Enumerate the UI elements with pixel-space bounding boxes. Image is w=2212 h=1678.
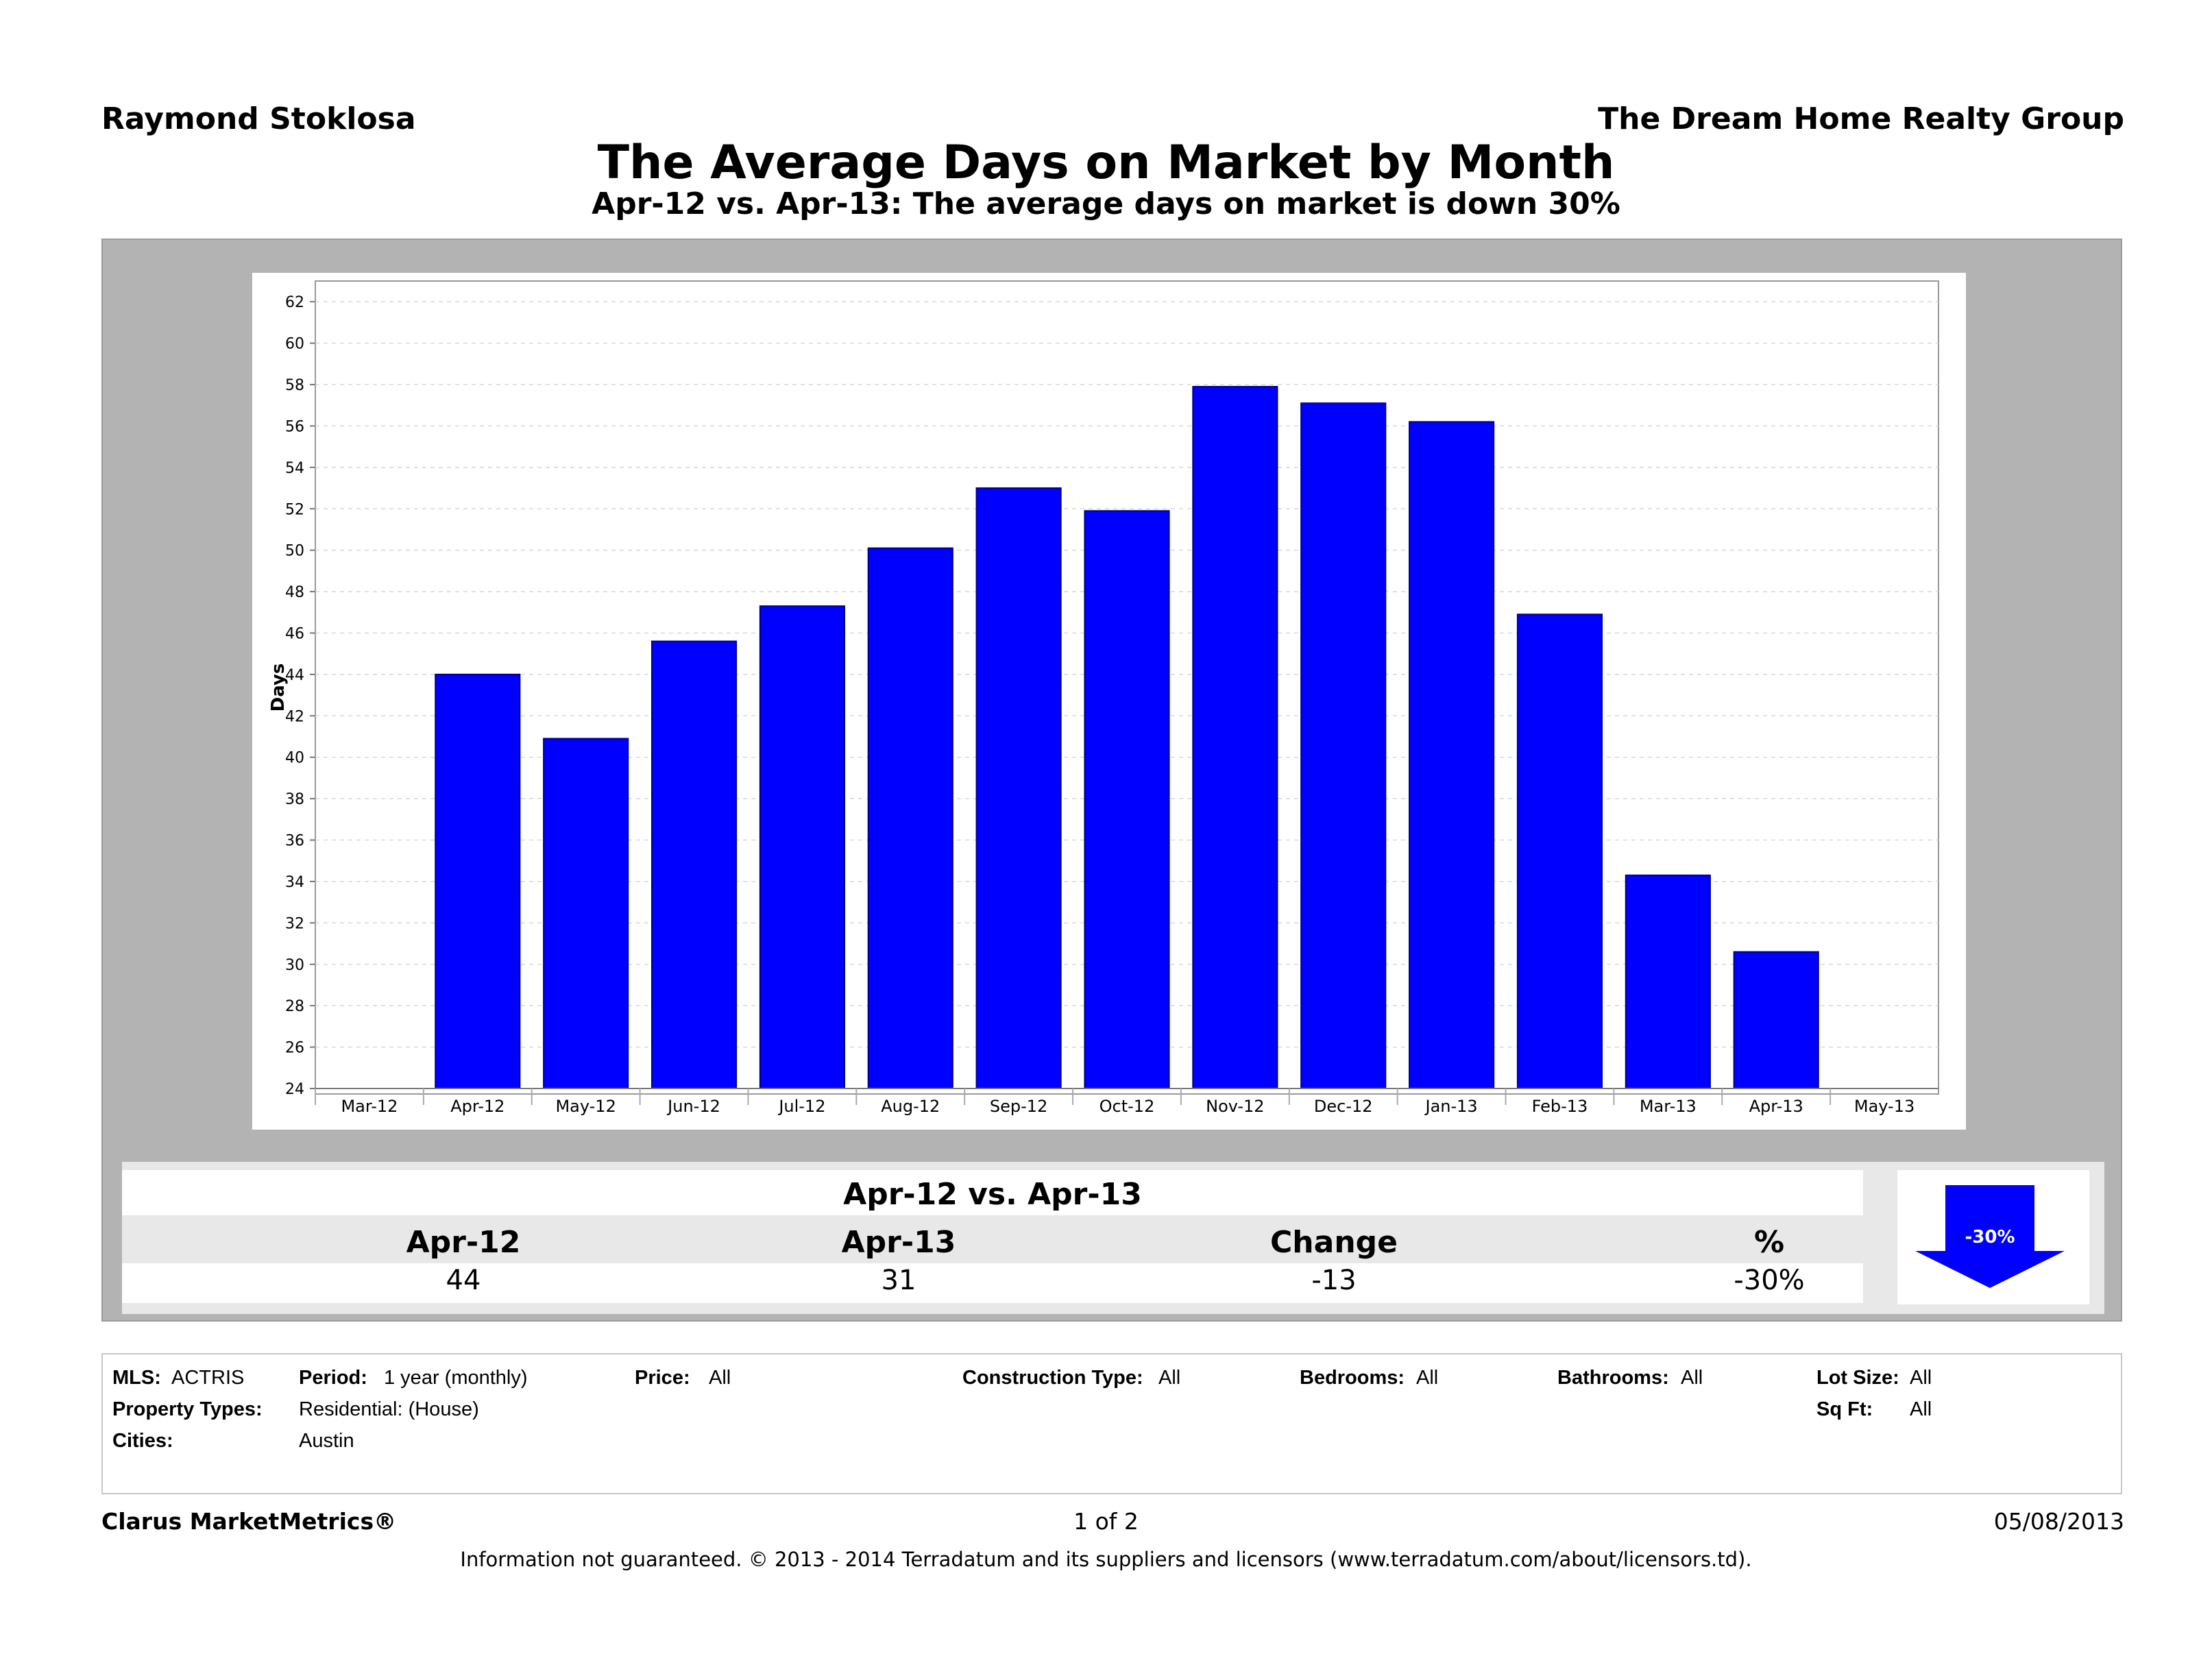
summary-header-percent: % xyxy=(1753,1225,1785,1260)
bathrooms-label: Bathrooms: xyxy=(1557,1367,1669,1389)
trend-arrow-box: -30% xyxy=(1897,1170,2089,1304)
bar xyxy=(651,640,738,1089)
cities-value: Austin xyxy=(299,1430,354,1452)
sq-ft-value: All xyxy=(1910,1398,1932,1420)
mls-value: ACTRIS xyxy=(171,1367,245,1389)
x-tick-label: May-12 xyxy=(555,1097,616,1116)
bar xyxy=(435,673,521,1089)
lot-size-value: All xyxy=(1910,1367,1932,1389)
x-tick-label: Jul-12 xyxy=(777,1097,825,1116)
summary-values-row xyxy=(122,1263,1863,1303)
bar xyxy=(759,605,845,1089)
x-tick-label: Apr-12 xyxy=(450,1097,505,1116)
y-tick-label: 50 xyxy=(285,543,304,560)
construction-type-label: Construction Type: xyxy=(962,1367,1143,1389)
search-criteria: MLS: ACTRIS Period: 1 year (monthly) Pri… xyxy=(101,1353,2122,1494)
sq-ft-label: Sq Ft: xyxy=(1816,1398,1873,1420)
bar xyxy=(1409,421,1495,1089)
bar xyxy=(1733,951,1819,1090)
x-tick-label: Mar-13 xyxy=(1640,1097,1697,1116)
y-tick-label: 62 xyxy=(285,294,304,311)
summary-value-percent: -30% xyxy=(1734,1265,1805,1296)
price-value: All xyxy=(709,1367,731,1389)
y-tick-label: 40 xyxy=(285,750,304,767)
x-tick-label: Aug-12 xyxy=(881,1097,940,1116)
y-tick-label: 52 xyxy=(285,501,304,518)
x-tick-label: Jan-13 xyxy=(1424,1097,1477,1116)
y-tick-label: 34 xyxy=(285,874,304,891)
chart-subtitle: Apr-12 vs. Apr-13: The average days on m… xyxy=(592,186,1620,221)
bar xyxy=(1192,386,1278,1090)
x-tick-label: Sep-12 xyxy=(990,1097,1047,1116)
x-tick-label: Jun-12 xyxy=(666,1097,720,1116)
x-tick-label: Dec-12 xyxy=(1314,1097,1373,1116)
footer-brand: Clarus MarketMetrics® xyxy=(101,1508,397,1535)
summary-heading: Apr-12 vs. Apr-13 xyxy=(843,1177,1142,1212)
disclaimer: Information not guaranteed. © 2013 - 201… xyxy=(460,1548,1752,1571)
arrow-shape xyxy=(1915,1185,2065,1288)
bar xyxy=(1300,402,1387,1089)
y-tick-label: 36 xyxy=(285,833,304,850)
lot-size-label: Lot Size: xyxy=(1816,1367,1899,1389)
period-label: Period: xyxy=(299,1367,367,1389)
bar-chart: 24 26 28 30 32 34 36 38 40 42 44 46 48 50 52 54 56 58 60 62… xyxy=(252,273,1966,1130)
bathrooms-value: All xyxy=(1681,1367,1703,1389)
summary-header-change: Change xyxy=(1270,1225,1398,1260)
bar xyxy=(1084,510,1170,1089)
summary-heading-row xyxy=(122,1170,1863,1215)
company-name: The Dream Home Realty Group xyxy=(1598,101,2124,136)
y-tick-label: 42 xyxy=(285,708,304,725)
price-label: Price: xyxy=(635,1367,690,1389)
y-tick-label: 56 xyxy=(285,418,304,435)
summary-header-apr12: Apr-12 xyxy=(406,1225,521,1260)
summary-value-apr12: 44 xyxy=(446,1265,481,1296)
bar xyxy=(867,547,953,1089)
y-tick-label: 26 xyxy=(285,1040,304,1057)
property-types-label: Property Types: xyxy=(112,1398,263,1420)
bedrooms-label: Bedrooms: xyxy=(1300,1367,1405,1389)
bedrooms-value: All xyxy=(1416,1367,1439,1389)
summary-value-apr13: 31 xyxy=(881,1265,916,1296)
arrow-badge-text: -30% xyxy=(1965,1227,2015,1248)
y-tick-label: 28 xyxy=(285,998,304,1015)
x-tick-label: Mar-12 xyxy=(341,1097,398,1116)
y-axis-ticks: 24 26 28 30 32 34 36 38 40 42 44 46 48 50 52 54 56 58 60 62 xyxy=(285,294,315,1098)
x-tick-label: Nov-12 xyxy=(1206,1097,1264,1116)
bars xyxy=(435,386,1819,1090)
y-tick-label: 30 xyxy=(285,957,304,974)
y-tick-label: 32 xyxy=(285,915,304,932)
summary-value-change: -13 xyxy=(1311,1265,1357,1296)
bar xyxy=(543,738,629,1089)
y-tick-label: 38 xyxy=(285,791,304,808)
y-tick-label: 46 xyxy=(285,625,304,642)
x-axis-ticks: Mar-12 Apr-12 May-12 Jun-12 Jul-12 Aug-12 Sep-… xyxy=(315,1088,1938,1116)
agent-name: Raymond Stoklosa xyxy=(101,101,416,136)
x-tick-label: Oct-12 xyxy=(1099,1097,1155,1116)
chart-title: The Average Days on Market by Month xyxy=(597,136,1615,190)
y-tick-label: 44 xyxy=(285,667,304,684)
cities-label: Cities: xyxy=(112,1430,173,1452)
page-number: 1 of 2 xyxy=(1073,1508,1139,1535)
y-tick-label: 60 xyxy=(285,336,304,353)
x-tick-label: May-13 xyxy=(1854,1097,1915,1116)
bar xyxy=(1516,613,1603,1089)
y-axis-label: Days xyxy=(268,664,289,712)
bar xyxy=(1625,874,1711,1090)
construction-type-value: All xyxy=(1158,1367,1181,1389)
summary-header-apr13: Apr-13 xyxy=(841,1225,956,1260)
summary-box: Apr-12 vs. Apr-13 Apr-12 Apr-13 Change %… xyxy=(122,1162,2104,1314)
y-tick-label: 48 xyxy=(285,584,304,601)
mls-label: MLS: xyxy=(112,1367,161,1389)
period-value: 1 year (monthly) xyxy=(384,1367,528,1389)
property-types-value: Residential: (House) xyxy=(299,1398,479,1420)
y-tick-label: 54 xyxy=(285,460,304,477)
y-tick-label: 24 xyxy=(285,1081,304,1098)
report-date: 05/08/2013 xyxy=(1993,1508,2124,1535)
y-tick-label: 58 xyxy=(285,377,304,394)
down-arrow-icon: -30% xyxy=(1915,1185,2065,1288)
x-tick-label: Feb-13 xyxy=(1532,1097,1588,1116)
bar xyxy=(975,487,1062,1089)
x-tick-label: Apr-13 xyxy=(1749,1097,1803,1116)
